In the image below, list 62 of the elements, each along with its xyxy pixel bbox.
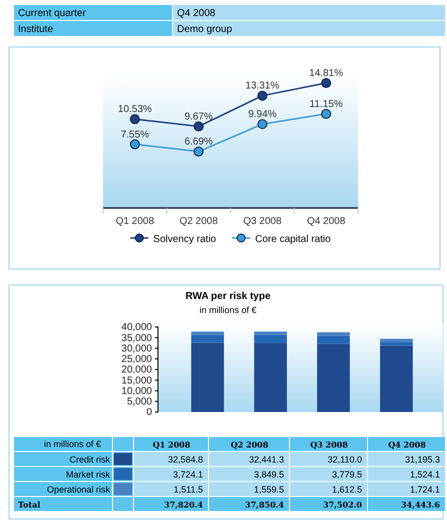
point (130, 114, 140, 124)
x-tick-label: Q1 2008 (152, 440, 191, 450)
data-label: 1,612.5 (332, 484, 362, 494)
data-label: 9.67% (184, 111, 213, 122)
text: Current quarter (18, 8, 86, 19)
y-tick-label: 15,000 (121, 375, 152, 386)
legend-title: in millions of € (44, 439, 101, 449)
data-label: 32,110.0 (328, 454, 362, 464)
y-tick-label: 0 (146, 407, 152, 418)
legend-label: Operational risk (46, 484, 110, 494)
data-label: 32,584.8 (168, 454, 203, 464)
text: 37,850.4 (245, 500, 284, 510)
point (194, 121, 204, 132)
point (257, 90, 268, 101)
data-label: 32,441.3 (248, 454, 284, 464)
x-tick-label: Q4 2008 (306, 216, 346, 228)
x-tick-label: Q3 2008 (310, 440, 348, 450)
data-label: 31,195.3 (404, 454, 440, 464)
data-label: 3,779.5 (332, 470, 362, 480)
point (321, 108, 332, 119)
text: Q4 2008 (177, 8, 216, 19)
text: 37,820.4 (164, 500, 204, 510)
x-tick-label: Q4 2008 (388, 440, 426, 450)
data-label: 1,524.1 (410, 470, 440, 480)
y-tick-label: 10,000 (121, 386, 152, 397)
data-label: 7.55% (120, 129, 150, 140)
text: Institute (18, 24, 54, 35)
data-label: 13.31% (245, 80, 280, 92)
data-label: 1,724.1 (410, 484, 440, 494)
point (130, 139, 140, 150)
point (194, 146, 204, 157)
chart-title: RWA per risk type (185, 291, 271, 302)
chart-subtitle: in millions of € (199, 305, 257, 315)
x-tick-label: Q3 2008 (243, 216, 282, 228)
y-tick-label: 25,000 (121, 354, 152, 366)
data-label: 6.69% (184, 136, 213, 148)
legend-label: Core capital ratio (255, 234, 332, 245)
data-label: 1,511.5 (174, 484, 203, 494)
data-label: 3,724.1 (172, 470, 203, 480)
data-label: 10.53% (118, 104, 152, 116)
x-tick-label: Q1 2008 (116, 216, 154, 228)
y-tick-label: 20,000 (121, 364, 152, 376)
legend-label: Credit risk (69, 454, 110, 464)
legend-label: Solvency ratio (153, 234, 217, 245)
text: Total (18, 500, 40, 510)
y-tick-label: 5,000 (126, 396, 152, 408)
text: 37,502.0 (323, 500, 362, 510)
point (257, 119, 268, 130)
point (321, 78, 332, 88)
x-tick-label: Q2 2008 (230, 440, 269, 450)
x-tick-label: Q2 2008 (179, 216, 218, 228)
y-tick-label: 35,000 (121, 332, 152, 344)
y-tick-label: 30,000 (121, 343, 152, 354)
text: Demo group (177, 24, 232, 35)
text: 34,443.6 (401, 500, 440, 510)
data-label: 9.94% (248, 109, 277, 120)
data-label: 1,559.5 (254, 484, 284, 494)
data-label: 3,849.5 (254, 470, 284, 480)
data-label: 11.15% (310, 98, 343, 110)
legend-label: Market risk (66, 470, 110, 480)
data-label: 14.81% (309, 68, 344, 80)
y-tick-label: 40,000 (121, 322, 152, 334)
